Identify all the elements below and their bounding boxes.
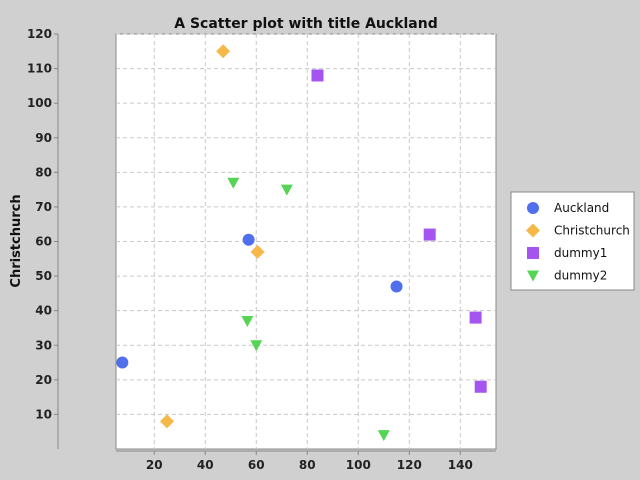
y-tick-label: 60 (35, 235, 52, 249)
y-tick-label: 10 (35, 407, 52, 421)
y-tick-label: 80 (35, 165, 52, 179)
data-point-auckland (116, 356, 129, 369)
y-tick-label: 50 (35, 269, 52, 283)
x-tick-label: 120 (397, 458, 422, 472)
data-point-dummy2 (241, 316, 254, 328)
y-tick-label: 30 (35, 338, 52, 352)
data-point-dummy1 (423, 228, 436, 241)
data-point-christchurch (216, 44, 231, 59)
grid (116, 33, 496, 449)
data-point-dummy2 (377, 430, 390, 442)
legend-marker-auckland (527, 202, 539, 214)
data-point-dummy1 (469, 311, 482, 324)
x-axis-ticks: 20 40 60 80 100 120 140 (146, 451, 473, 472)
y-tick-label: 90 (35, 131, 52, 145)
data-point-auckland (242, 233, 255, 246)
legend-label-dummy1: dummy1 (554, 246, 607, 260)
data-point-christchurch (160, 414, 175, 429)
legend-marker-dummy1 (527, 247, 539, 259)
x-tick-label: 60 (248, 458, 265, 472)
data-point-dummy1 (474, 380, 487, 393)
y-tick-label: 110 (27, 62, 52, 76)
data-point-dummy2 (250, 340, 263, 352)
legend-label-dummy2: dummy2 (554, 269, 607, 283)
y-tick-label: 70 (35, 200, 52, 214)
x-tick-label: 40 (197, 458, 214, 472)
data-points (116, 44, 487, 442)
legend-label-auckland: Auckland (554, 201, 609, 215)
data-point-auckland (390, 280, 403, 293)
y-axis-title: Christchurch (9, 194, 24, 287)
y-tick-label: 100 (27, 96, 52, 110)
x-tick-label: 80 (299, 458, 316, 472)
data-point-dummy1 (311, 69, 324, 82)
y-tick-label: 20 (35, 373, 52, 387)
data-point-christchurch (250, 244, 265, 259)
legend: Auckland Christchurch dummy1 dummy2 (510, 191, 635, 291)
data-point-dummy2 (280, 184, 293, 196)
legend-marker-christchurch (526, 223, 540, 238)
y-tick-label: 120 (27, 27, 52, 41)
y-tick-label: 40 (35, 304, 52, 318)
legend-marker-dummy2 (527, 270, 539, 282)
y-axis-ticks: 10 20 30 40 50 60 70 80 90 100 110 120 (27, 27, 58, 421)
x-tick-label: 140 (448, 458, 473, 472)
chart-title: A Scatter plot with title Auckland (174, 16, 437, 32)
legend-label-christchurch: Christchurch (554, 224, 630, 238)
x-tick-label: 20 (146, 458, 163, 472)
data-point-dummy2 (227, 177, 240, 189)
x-tick-label: 100 (346, 458, 371, 472)
